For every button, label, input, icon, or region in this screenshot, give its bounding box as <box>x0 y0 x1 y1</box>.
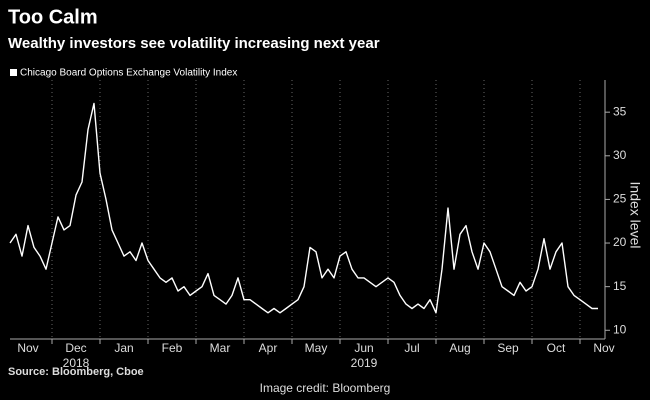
x-tick-label: Oct <box>547 341 566 355</box>
image-credit: Image credit: Bloomberg <box>260 381 391 395</box>
x-tick-label: Sep <box>497 341 519 355</box>
x-tick-label: Apr <box>259 341 278 355</box>
x-tick-label: Mar <box>210 341 231 355</box>
y-axis-label: Index level <box>627 182 643 249</box>
x-tick-label: Nov <box>593 341 614 355</box>
y-tick-label: 35 <box>613 104 627 118</box>
y-tick-label: 20 <box>613 235 627 249</box>
x-year-label: 2018 <box>63 356 90 370</box>
chart-title: Too Calm <box>8 6 98 28</box>
chart-subtitle: Wealthy investors see volatility increas… <box>8 35 380 52</box>
x-tick-label: Nov <box>17 341 38 355</box>
source: Source: Bloomberg, Cboe <box>8 366 144 378</box>
legend-label: Chicago Board Options Exchange Volatilit… <box>20 68 237 79</box>
x-tick-label: Dec <box>65 341 86 355</box>
y-tick-label: 25 <box>613 192 627 206</box>
legend-swatch <box>10 69 17 76</box>
y-tick-label: 15 <box>613 279 627 293</box>
x-tick-label: Jul <box>404 341 419 355</box>
line-series <box>9 102 598 314</box>
y-tick-label: 30 <box>613 148 627 162</box>
x-tick-label: Jan <box>114 341 133 355</box>
x-tick-label: Aug <box>449 341 470 355</box>
x-tick-label: Jun <box>354 341 373 355</box>
x-tick-label: Feb <box>162 341 183 355</box>
x-tick-label: May <box>305 341 328 355</box>
y-tick-label: 10 <box>613 322 627 336</box>
x-year-label: 2019 <box>351 356 378 370</box>
